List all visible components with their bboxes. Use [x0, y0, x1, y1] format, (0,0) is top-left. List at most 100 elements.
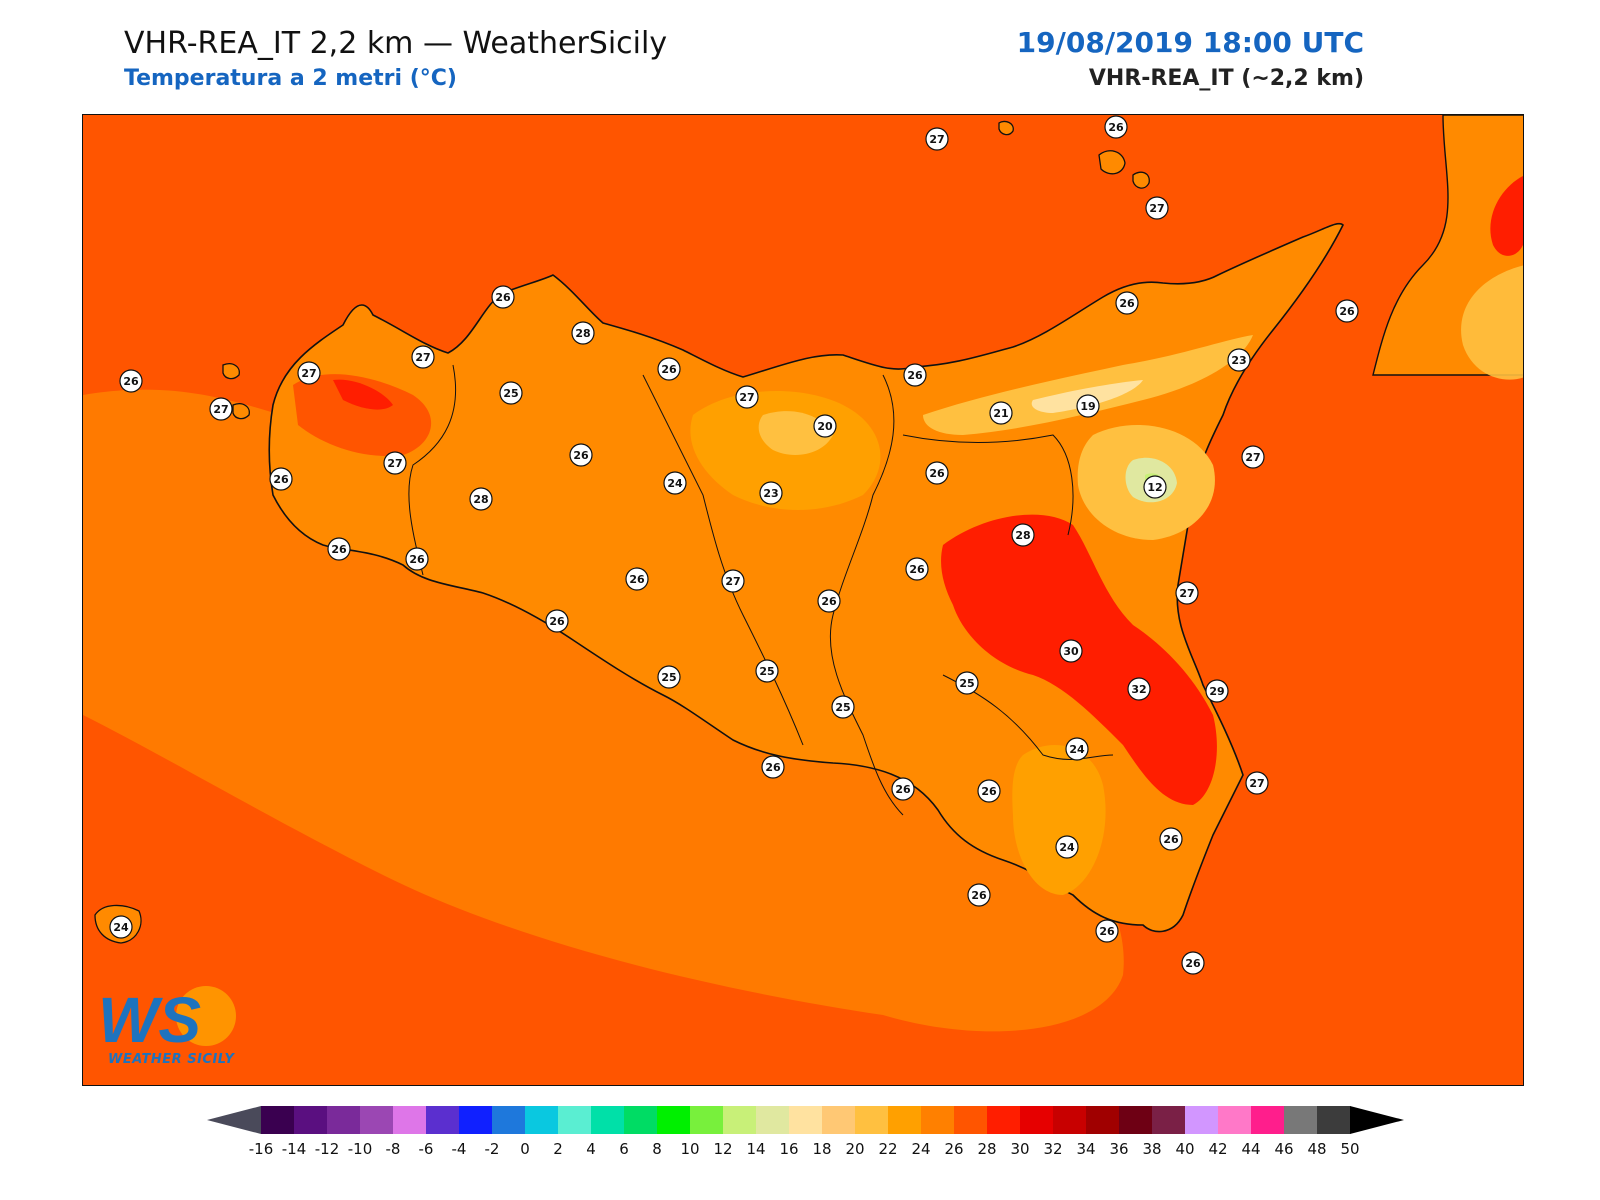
colorbar-swatch: [261, 1106, 295, 1134]
colorbar-tick-label: 0: [520, 1140, 530, 1158]
station-marker: 21: [989, 401, 1013, 425]
station-value: 26: [981, 785, 997, 798]
station-value: 32: [1131, 683, 1146, 696]
station-value: 29: [1209, 685, 1224, 698]
station-marker: 26: [817, 589, 841, 613]
station-value: 26: [409, 553, 425, 566]
station-value: 26: [929, 467, 945, 480]
station-circle: [1159, 827, 1183, 851]
colorbar-tick-label: -14: [282, 1140, 307, 1158]
station-circle: [499, 381, 523, 405]
station-circle: [411, 345, 435, 369]
station-circle: [761, 755, 785, 779]
station-value: 26: [1339, 305, 1355, 318]
station-circle: [625, 567, 649, 591]
colorbar-swatch: [1152, 1106, 1186, 1134]
station-value: 26: [331, 543, 347, 556]
station-circle: [1335, 299, 1359, 323]
station-marker: 26: [891, 777, 915, 801]
station-value: 20: [817, 420, 833, 433]
colorbar-tick-label: 20: [845, 1140, 864, 1158]
station-circle: [545, 609, 569, 633]
station-value: 27: [1149, 202, 1164, 215]
station-marker: 26: [1095, 919, 1119, 943]
station-circle: [813, 414, 837, 438]
colorbar-tick-label: 40: [1175, 1140, 1194, 1158]
station-circle: [1115, 291, 1139, 315]
station-marker: 27: [383, 451, 407, 475]
station-marker: 25: [657, 665, 681, 689]
station-value: 27: [387, 457, 402, 470]
colorbar-swatch: [954, 1106, 988, 1134]
station-markers: 27 26 27 26 28 27 27 26 27 25 26 27 26 26 26 23 20 21 19 27…: [109, 115, 1359, 975]
station-value: 27: [1245, 451, 1260, 464]
station-value: 12: [1147, 481, 1162, 494]
station-marker: 26: [977, 779, 1001, 803]
colorbar-swatch: [789, 1106, 823, 1134]
station-circle: [1059, 639, 1083, 663]
colorbar-tick-label: 12: [713, 1140, 732, 1158]
map-canvas: 27 26 27 26 28 27 27 26 27 25 26 27 26 26 26 23 20 21 19 27…: [83, 115, 1523, 1085]
colorbar-tick-label: 8: [652, 1140, 662, 1158]
colorbar-tick-label: 22: [878, 1140, 897, 1158]
hot-zone-catania: [941, 514, 1217, 805]
colorbar-tick-label: 26: [944, 1140, 963, 1158]
colorbar-swatch: [1317, 1106, 1351, 1134]
station-circle: [1175, 581, 1199, 605]
station-circle: [569, 443, 593, 467]
station-marker: 26: [1104, 115, 1128, 139]
colorbar-swatch: [426, 1106, 460, 1134]
station-marker: 12: [1143, 475, 1167, 499]
station-marker: 27: [1245, 771, 1269, 795]
station-circle: [977, 779, 1001, 803]
colorbar-tick-label: 6: [619, 1140, 629, 1158]
hot-zone-west-core: [333, 379, 393, 410]
station-marker: 26: [569, 443, 593, 467]
station-circle: [657, 357, 681, 381]
station-marker: 26: [761, 755, 785, 779]
cool-zone-hyblean: [1012, 745, 1106, 895]
station-value: 26: [765, 761, 781, 774]
colorbar-under-arrow: [207, 1106, 261, 1134]
colorbar-tick-label: -8: [386, 1140, 401, 1158]
station-circle: [955, 671, 979, 695]
colorbar-tick-label: -10: [348, 1140, 373, 1158]
station-value: 19: [1080, 400, 1095, 413]
colorbar-swatch: [591, 1106, 625, 1134]
valid-time: 19/08/2019 18:00 UTC: [1016, 26, 1364, 59]
colorbar-swatch: [393, 1106, 427, 1134]
colorbar-tick-label: 44: [1241, 1140, 1260, 1158]
station-circle: [1011, 523, 1035, 547]
colorbar-swatch: [987, 1106, 1021, 1134]
station-circle: [905, 557, 929, 581]
colorbar-tick-label: 46: [1274, 1140, 1293, 1158]
station-circle: [209, 397, 233, 421]
station-value: 27: [213, 403, 228, 416]
colorbar-tick-label: -4: [452, 1140, 467, 1158]
colorbar-swatch: [327, 1106, 361, 1134]
station-value: 24: [1059, 841, 1075, 854]
station-circle: [735, 385, 759, 409]
station-marker: 24: [109, 915, 133, 939]
station-marker: 28: [1011, 523, 1035, 547]
station-circle: [109, 915, 133, 939]
station-marker: 26: [1115, 291, 1139, 315]
temperature-map[interactable]: 27 26 27 26 28 27 27 26 27 25 26 27 26 26 26 23 20 21 19 27…: [82, 114, 1524, 1086]
colorbar-tick-label: 24: [911, 1140, 930, 1158]
colorbar-swatch: [558, 1106, 592, 1134]
station-value: 25: [503, 387, 518, 400]
colorbar-tick-label: 2: [553, 1140, 563, 1158]
station-circle: [1241, 445, 1265, 469]
colorbar-tick-label: 34: [1076, 1140, 1095, 1158]
station-marker: 28: [469, 487, 493, 511]
weathersicily-logo: WS: [98, 984, 236, 1056]
egadi-islands: [222, 363, 250, 420]
station-circle: [383, 451, 407, 475]
station-value: 27: [301, 367, 316, 380]
station-circle: [817, 589, 841, 613]
colorbar-swatch: [657, 1106, 691, 1134]
station-value: 26: [907, 369, 923, 382]
station-circle: [1104, 115, 1128, 139]
colorbar-swatch: [822, 1106, 856, 1134]
station-marker: 26: [491, 285, 515, 309]
